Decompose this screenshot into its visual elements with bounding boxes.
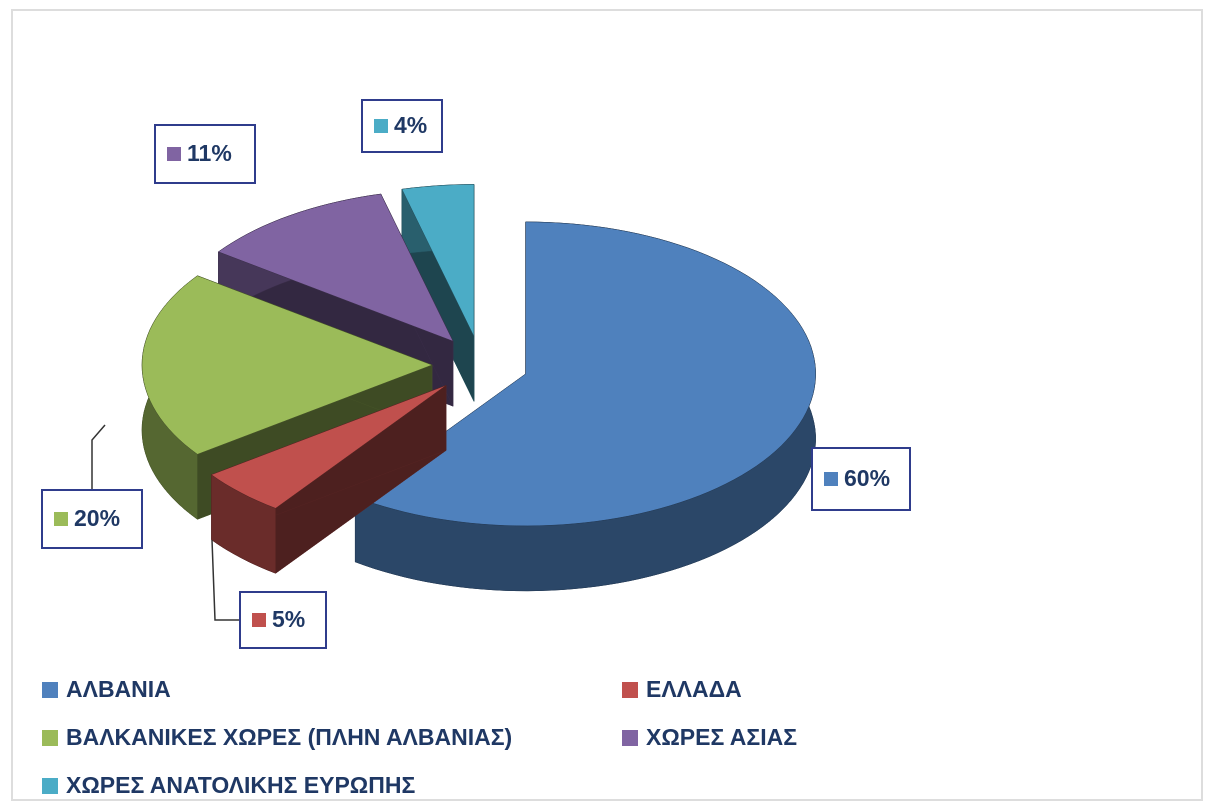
leader-line bbox=[211, 539, 240, 621]
data-label-swatch bbox=[252, 613, 266, 627]
legend-swatch bbox=[622, 730, 638, 746]
leader-line bbox=[91, 424, 106, 490]
slice-top bbox=[217, 193, 454, 342]
legend-swatch bbox=[42, 778, 58, 794]
legend-swatch bbox=[42, 730, 58, 746]
data-label: 20% bbox=[74, 505, 120, 531]
data-label-swatch bbox=[54, 512, 68, 526]
slice-top bbox=[141, 275, 433, 455]
data-label: 5% bbox=[272, 606, 305, 632]
data-label-swatch bbox=[167, 147, 181, 161]
legend-label: ΧΩΡΕΣ ΑΣΙΑΣ bbox=[646, 724, 797, 750]
pie-slice bbox=[354, 221, 816, 592]
data-label-swatch bbox=[374, 119, 388, 133]
data-label-swatch bbox=[824, 472, 838, 486]
data-label: 60% bbox=[844, 465, 890, 491]
legend-label: ΧΩΡΕΣ ΑΝΑΤΟΛΙΚΗΣ ΕΥΡΩΠΗΣ bbox=[66, 772, 415, 798]
data-label: 11% bbox=[187, 140, 232, 166]
pie-slice bbox=[210, 384, 447, 574]
slice-top bbox=[401, 184, 475, 337]
legend-label: ΒΑΛΚΑΝΙΚΕΣ ΧΩΡΕΣ (ΠΛΗΝ ΑΛΒΑΝΙΑΣ) bbox=[66, 724, 512, 750]
slice-top bbox=[210, 385, 447, 509]
data-label-box bbox=[811, 447, 911, 511]
slice-top bbox=[354, 221, 816, 527]
data-label: 4% bbox=[394, 112, 427, 138]
legend-label: ΕΛΛΑΔΑ bbox=[646, 676, 742, 702]
legend-label: ΑΛΒΑΝΙΑ bbox=[66, 676, 171, 702]
legend-swatch bbox=[42, 682, 58, 698]
legend-swatch bbox=[622, 682, 638, 698]
